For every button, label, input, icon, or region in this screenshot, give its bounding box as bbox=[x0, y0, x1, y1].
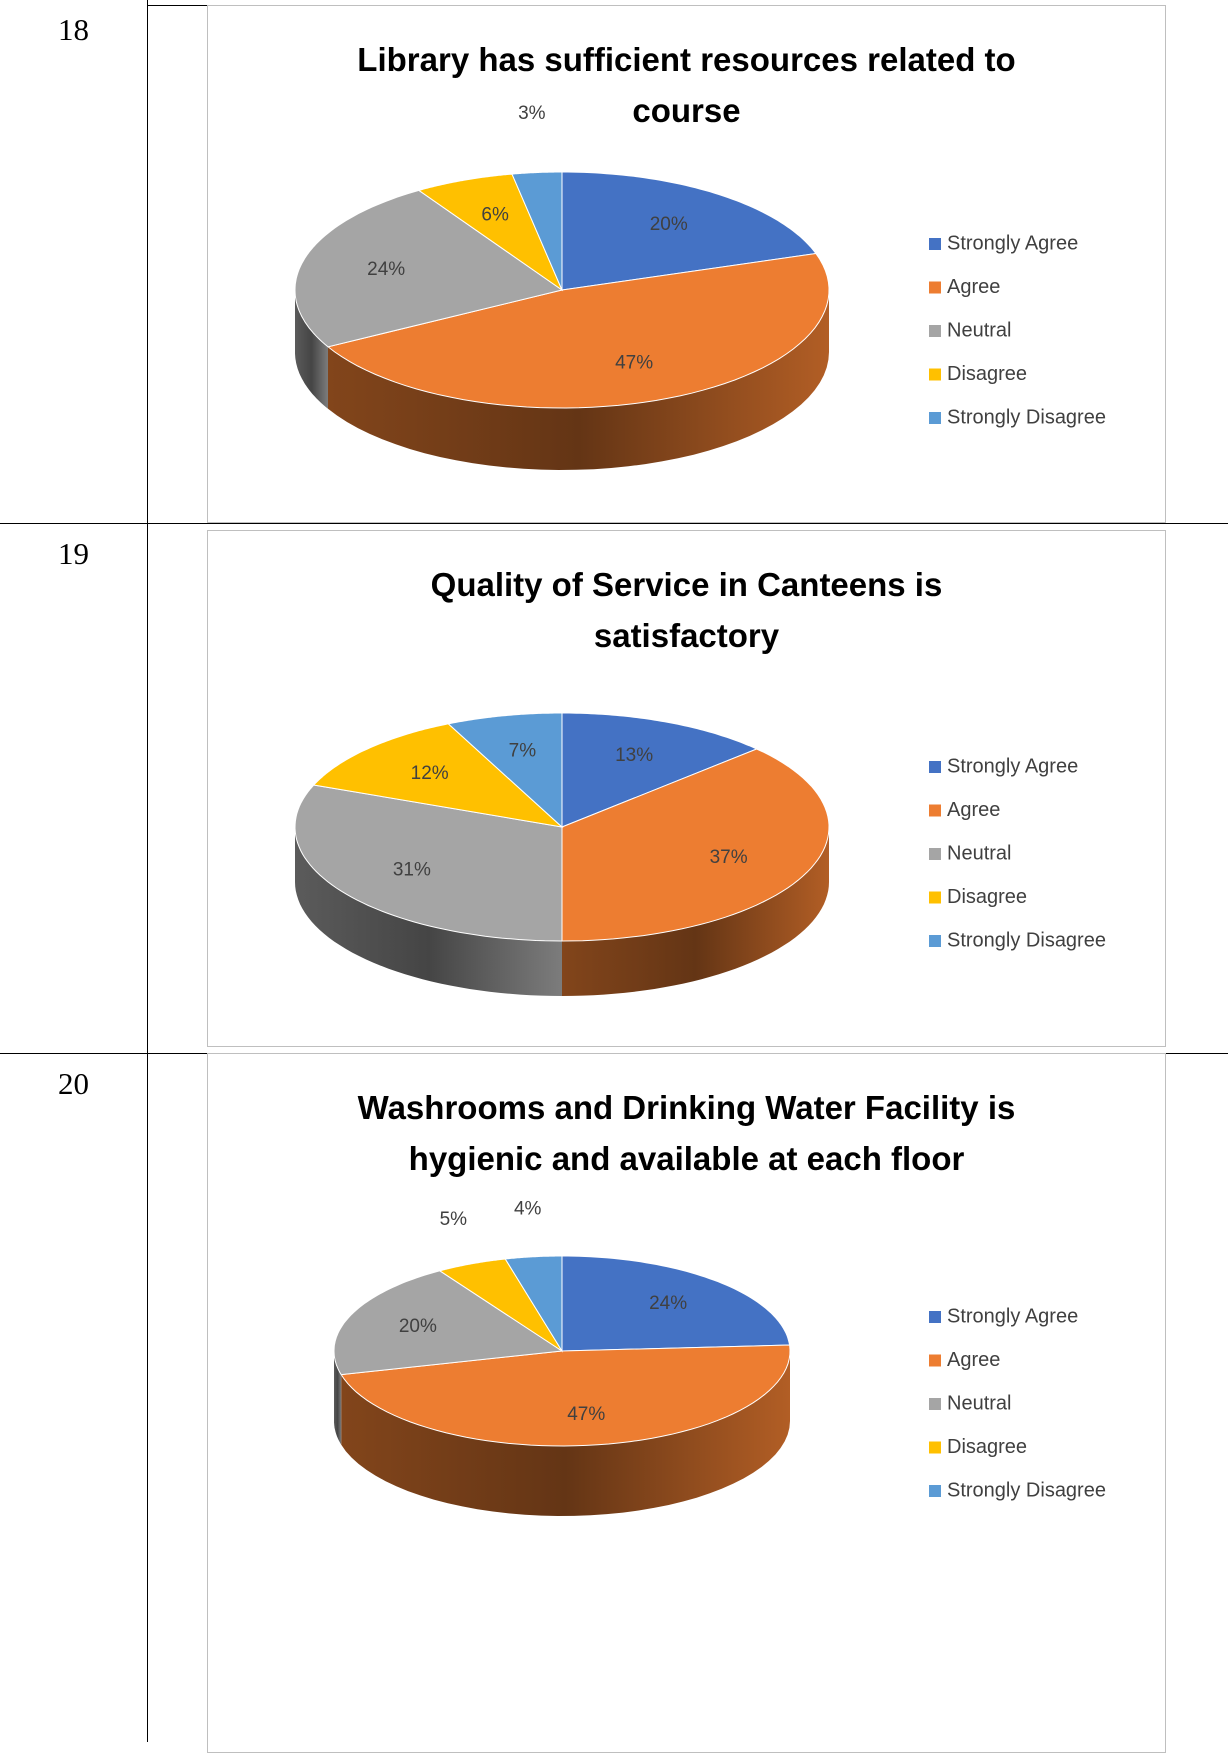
pie-top bbox=[340, 1344, 791, 1447]
legend-label: Disagree bbox=[947, 363, 1027, 385]
data-label: 6% bbox=[481, 204, 509, 225]
pie-top bbox=[447, 712, 563, 829]
pie-slice bbox=[561, 1255, 791, 1352]
pie-side bbox=[328, 290, 829, 470]
pie-top bbox=[511, 171, 563, 291]
legend-label: Strongly Agree bbox=[947, 1305, 1078, 1327]
data-label: 4% bbox=[514, 1199, 542, 1220]
legend-swatch bbox=[929, 1398, 941, 1410]
data-label: 47% bbox=[615, 353, 653, 374]
data-label: 7% bbox=[509, 740, 537, 761]
chart-plot: 13% 37% 31% 12% 7% Strongly Agree Agree Neutral… bbox=[294, 712, 1106, 996]
chart: 13% 37% 31% 12% 7% Strongly Agree Agree Neutral… bbox=[207, 530, 1166, 1047]
pie-side bbox=[562, 827, 829, 996]
legend-label: Neutral bbox=[947, 319, 1011, 341]
legend-label: Strongly Disagree bbox=[947, 929, 1106, 951]
chart-title: Washrooms and Drinking Water Facility is… bbox=[357, 1089, 1016, 1177]
pie-slice bbox=[417, 173, 564, 292]
pie-top bbox=[561, 171, 817, 291]
legend-label: Agree bbox=[947, 799, 1000, 821]
data-label: 20% bbox=[399, 1316, 437, 1337]
data-label: 5% bbox=[440, 1209, 468, 1230]
data-label: 24% bbox=[367, 259, 405, 280]
legend-swatch bbox=[929, 281, 941, 294]
data-label: 31% bbox=[393, 860, 431, 881]
pie-slice bbox=[561, 712, 758, 828]
pie-slice bbox=[340, 1344, 791, 1516]
data-label: 12% bbox=[411, 763, 449, 784]
pie-slice bbox=[511, 171, 563, 291]
legend-label: Strongly Agree bbox=[947, 232, 1078, 254]
legend-label: Agree bbox=[947, 1349, 1000, 1371]
legend-label: Disagree bbox=[947, 1436, 1027, 1458]
legend-swatch bbox=[929, 1441, 941, 1454]
pie-slice bbox=[561, 171, 817, 291]
table-border bbox=[0, 523, 1228, 524]
legend-swatch bbox=[929, 935, 941, 947]
legend-label: Strongly Disagree bbox=[947, 406, 1106, 428]
pie-top bbox=[504, 1255, 563, 1353]
legend-swatch bbox=[929, 1485, 941, 1497]
pie-side bbox=[334, 1351, 342, 1445]
pie-top bbox=[561, 748, 830, 942]
legend-label: Disagree bbox=[947, 886, 1027, 908]
legend-label: Strongly Agree bbox=[947, 755, 1078, 777]
pie-top bbox=[417, 173, 564, 292]
pie-top bbox=[333, 1270, 564, 1376]
data-label: 13% bbox=[615, 745, 653, 766]
data-label: 37% bbox=[710, 847, 748, 868]
pie-top bbox=[326, 252, 830, 409]
pie-side bbox=[341, 1351, 790, 1516]
pie-slice bbox=[326, 252, 830, 470]
legend-swatch bbox=[929, 804, 941, 817]
row-number: 20 bbox=[58, 1066, 89, 1101]
legend-swatch bbox=[929, 761, 941, 773]
data-label: 20% bbox=[650, 214, 688, 235]
data-label: 47% bbox=[567, 1404, 605, 1425]
pie-slice bbox=[561, 748, 830, 996]
chart: 20% 47% 24% 6% 3% Strongly Agree Agree Neutral D… bbox=[207, 5, 1166, 523]
legend-swatch bbox=[929, 325, 941, 337]
pie-slice bbox=[312, 723, 564, 828]
legend-label: Strongly Disagree bbox=[947, 1479, 1106, 1501]
data-label: 24% bbox=[649, 1293, 687, 1314]
pie-top bbox=[294, 784, 563, 942]
pie-slice bbox=[438, 1258, 563, 1352]
data-label: 3% bbox=[518, 103, 546, 124]
legend-swatch bbox=[929, 1354, 941, 1367]
pie-slice bbox=[333, 1270, 564, 1445]
pie-slice bbox=[294, 189, 564, 409]
legend-label: Agree bbox=[947, 276, 1000, 298]
legend-swatch bbox=[929, 1311, 941, 1323]
legend-swatch bbox=[929, 368, 941, 381]
chart-plot: 24% 47% 20% 5% 4% Strongly Agree Agree Neutral D… bbox=[333, 1199, 1106, 1516]
chart: 24% 47% 20% 5% 4% Strongly Agree Agree Neutral D… bbox=[207, 1053, 1166, 1753]
table-border bbox=[147, 0, 148, 1742]
legend-swatch bbox=[929, 412, 941, 424]
pie-top bbox=[294, 189, 564, 348]
pie-top bbox=[438, 1258, 563, 1352]
row-number: 18 bbox=[58, 12, 89, 47]
pie-top bbox=[561, 712, 758, 828]
chart-title: Quality of Service in Canteens is satisf… bbox=[430, 566, 943, 654]
pie-top bbox=[561, 1255, 791, 1352]
legend-swatch bbox=[929, 848, 941, 860]
chart-title: Library has sufficient resources related… bbox=[357, 41, 1016, 129]
legend-swatch bbox=[929, 238, 941, 250]
pie-slice bbox=[504, 1255, 563, 1353]
pie-slice bbox=[294, 784, 563, 996]
pie-side bbox=[295, 827, 562, 996]
legend-label: Neutral bbox=[947, 842, 1011, 864]
legend-swatch bbox=[929, 891, 941, 904]
pie-slice bbox=[447, 712, 563, 829]
chart-plot: 20% 47% 24% 6% 3% Strongly Agree Agree Neutral D… bbox=[294, 103, 1106, 470]
pie-top bbox=[312, 723, 564, 828]
legend-label: Neutral bbox=[947, 1392, 1011, 1414]
row-number: 19 bbox=[58, 536, 89, 571]
